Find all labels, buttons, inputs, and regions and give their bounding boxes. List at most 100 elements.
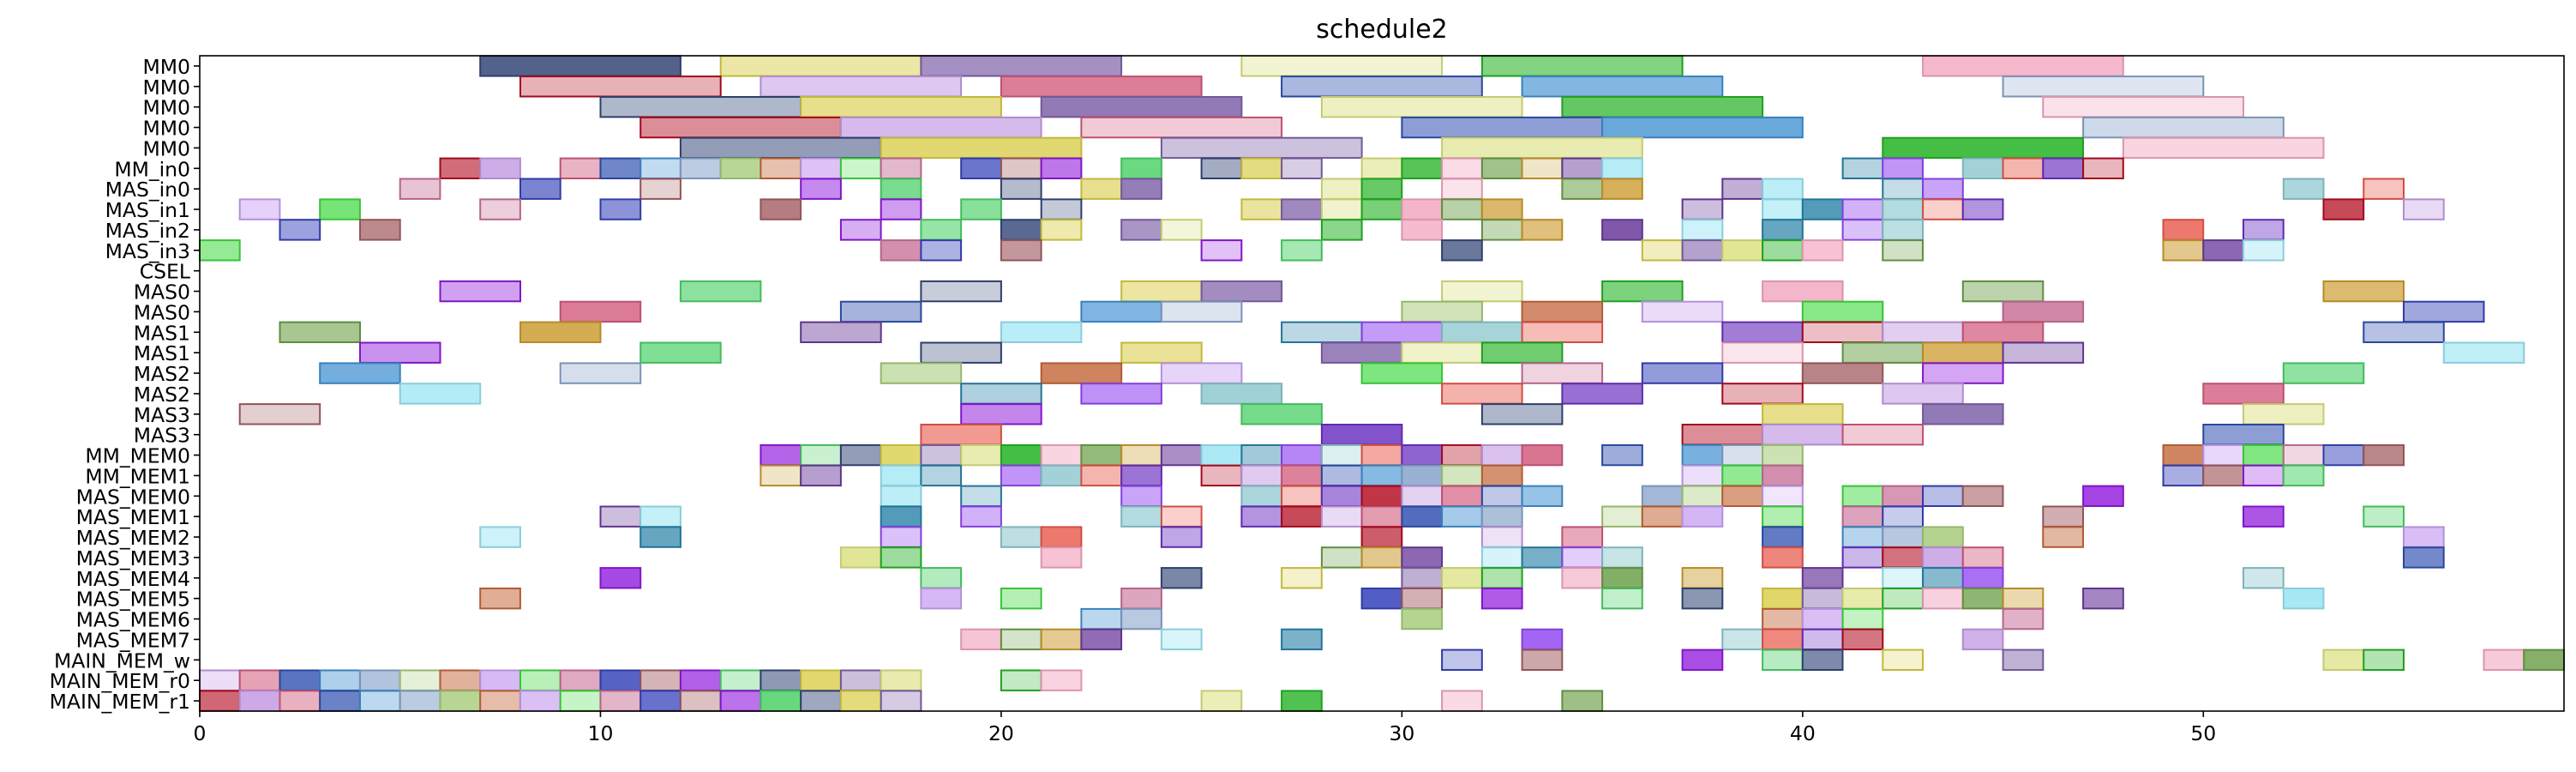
task-bar — [719, 669, 762, 691]
task-bar — [1841, 546, 1884, 569]
task-bar — [1320, 219, 1363, 241]
task-bar — [1120, 178, 1162, 200]
task-bar — [1040, 669, 1083, 691]
task-bar — [1681, 239, 1724, 262]
task-bar — [1441, 690, 1483, 712]
task-bar — [920, 567, 963, 589]
task-bar — [920, 443, 963, 467]
task-bar — [599, 567, 642, 589]
task-bar — [1801, 648, 1844, 671]
task-bar — [1281, 628, 1323, 651]
task-bar — [1401, 464, 1444, 487]
task-bar — [2322, 280, 2405, 303]
task-bar — [2042, 526, 2085, 548]
y-tick-label: MM0 — [142, 55, 190, 79]
task-bar — [1401, 567, 1444, 589]
task-bar — [1762, 219, 1804, 241]
task-bar — [960, 403, 1042, 425]
task-bar — [679, 157, 722, 180]
task-bar — [1841, 628, 1884, 651]
task-bar — [1000, 75, 1203, 98]
task-bar — [2403, 198, 2445, 220]
task-bar — [839, 157, 882, 180]
task-bar — [1521, 219, 1564, 241]
task-bar — [880, 669, 922, 691]
task-bar — [1080, 464, 1123, 487]
task-bar — [2363, 178, 2405, 200]
task-bar — [279, 219, 321, 241]
task-bar — [1441, 648, 1483, 671]
task-bar — [1922, 546, 1964, 569]
task-bar — [1360, 526, 1403, 548]
task-bar — [238, 403, 321, 425]
task-bar — [2202, 443, 2245, 467]
task-bar — [1401, 198, 1444, 220]
task-bar — [1882, 157, 1924, 180]
task-bar — [960, 485, 1002, 507]
task-bar — [1801, 628, 1844, 651]
y-tick-label: MAIN_MEM_r1 — [50, 690, 190, 714]
task-bar — [920, 341, 1002, 364]
task-bar — [800, 157, 842, 180]
task-bar — [1841, 157, 1884, 180]
task-bar — [599, 157, 642, 180]
task-bar — [1441, 485, 1483, 507]
task-bar — [960, 157, 1002, 180]
task-bar — [1480, 485, 1523, 507]
task-bar — [1000, 464, 1042, 487]
task-bar — [1521, 75, 1724, 98]
task-bar — [639, 157, 682, 180]
task-bar — [839, 443, 882, 467]
task-bar — [639, 669, 682, 691]
task-bar — [1841, 198, 1884, 220]
task-bar — [1360, 178, 1403, 200]
task-bar — [1681, 567, 1724, 589]
task-bar — [1641, 300, 1724, 323]
task-bar — [2002, 588, 2045, 610]
task-bar — [1561, 546, 1604, 569]
task-bar — [1721, 485, 1764, 507]
task-bar — [1762, 198, 1804, 220]
task-bar — [1601, 157, 1643, 180]
task-bar — [1681, 424, 1764, 446]
task-bar — [1000, 628, 1042, 651]
task-bar — [1040, 443, 1083, 467]
task-bar — [1801, 607, 1844, 630]
task-bar — [479, 669, 521, 691]
task-bar — [1441, 383, 1523, 405]
y-tick-label: MAS_MEM0 — [76, 485, 190, 509]
task-bar — [1401, 300, 1483, 323]
task-bar — [1320, 341, 1403, 364]
task-bar — [2403, 526, 2445, 548]
task-bar — [1762, 607, 1804, 630]
task-bar — [800, 443, 842, 467]
task-bar — [1961, 321, 2045, 344]
task-bar — [1360, 157, 1403, 180]
task-bar — [960, 198, 1002, 220]
task-bar — [1160, 136, 1363, 160]
y-axis: MM0MM0MM0MM0MM0MM_in0MAS_in0MAS_in1MAS_i… — [50, 55, 200, 714]
task-bar — [2002, 75, 2205, 98]
task-bar — [439, 690, 482, 712]
task-bar — [1080, 300, 1162, 323]
y-tick-label: MAS_MEM6 — [76, 608, 190, 632]
task-bar — [1681, 505, 1724, 528]
task-bar — [359, 669, 401, 691]
task-bar — [2002, 157, 2045, 180]
task-bar — [2122, 136, 2325, 160]
task-bar — [1961, 157, 2004, 180]
task-bar — [1441, 443, 1483, 467]
task-bar — [1281, 485, 1323, 507]
task-bar — [1200, 383, 1283, 405]
task-bar — [1040, 198, 1083, 220]
task-bar — [1922, 341, 2004, 364]
task-bar — [319, 669, 361, 691]
task-bar — [1360, 321, 1444, 344]
task-bar — [1721, 178, 1764, 200]
task-bar — [1160, 362, 1243, 384]
task-bar — [1360, 485, 1403, 507]
task-bar — [1601, 178, 1643, 200]
task-bar — [1521, 362, 1604, 384]
task-bar — [1922, 178, 1964, 200]
task-bar — [960, 383, 1042, 405]
